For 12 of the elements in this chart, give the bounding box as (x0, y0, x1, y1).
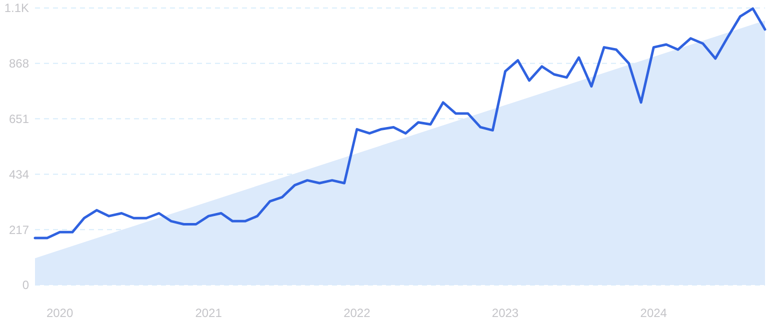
x-tick-label: 2024 (640, 306, 668, 320)
y-tick-label: 651 (8, 112, 30, 126)
x-tick-label: 2022 (344, 306, 371, 320)
y-tick-label: 217 (8, 222, 30, 237)
line-series (34, 7, 766, 240)
y-tick-label: 0 (22, 278, 30, 292)
x-tick-label: 2021 (195, 306, 222, 320)
x-tick-label: 2023 (492, 306, 519, 320)
y-tick-label: 868 (8, 56, 30, 71)
y-tick-label: 1.1K (4, 1, 29, 16)
x-tick-label: 2020 (46, 306, 74, 320)
y-tick-label: 434 (8, 167, 30, 182)
